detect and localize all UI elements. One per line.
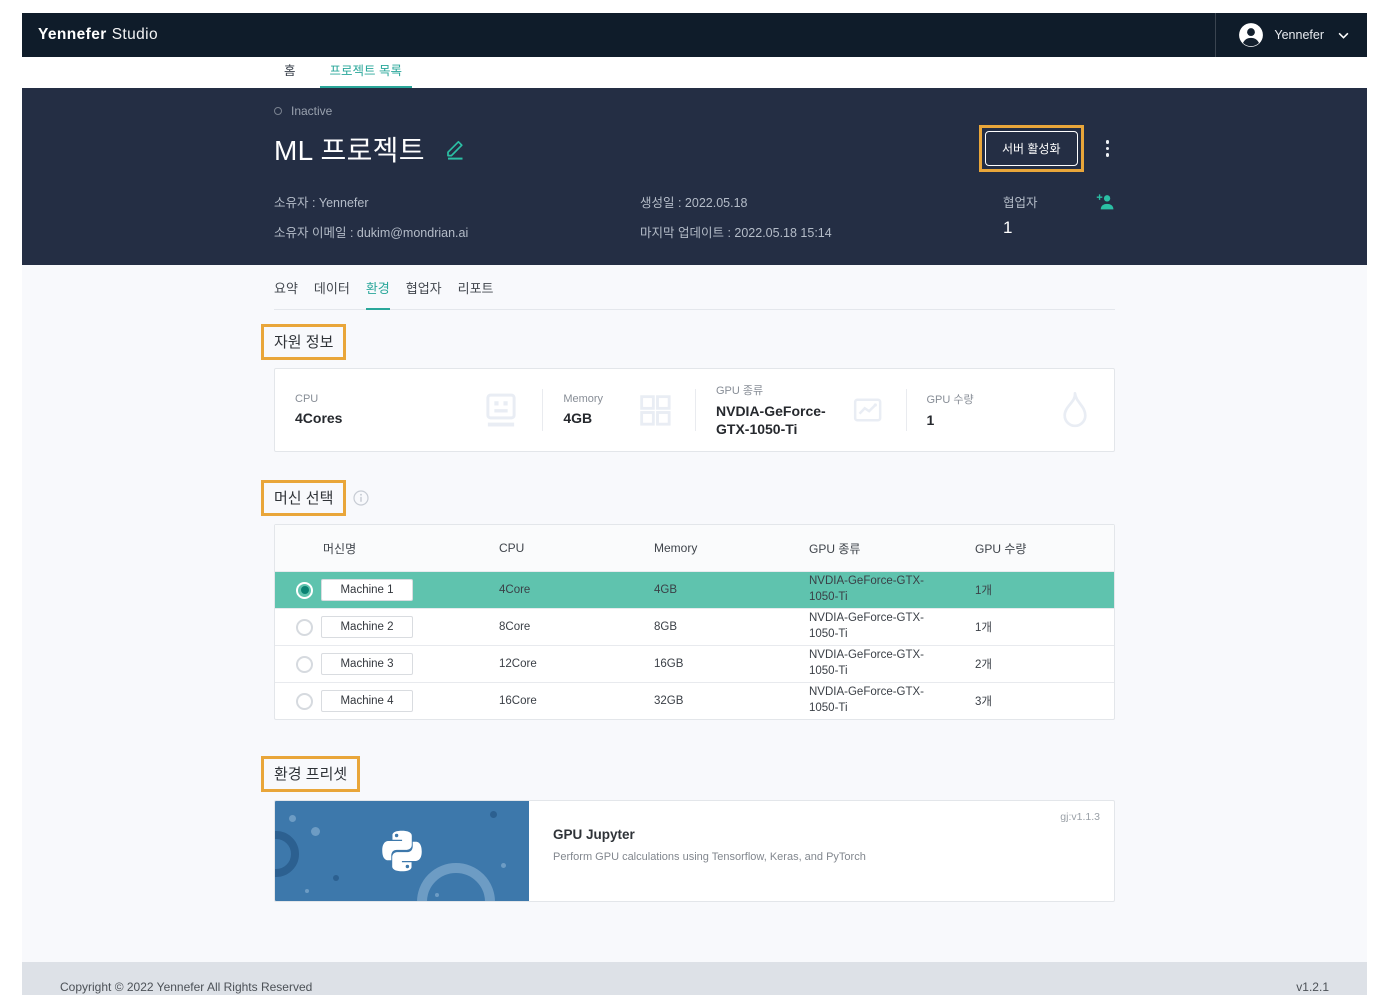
- add-collaborator-icon[interactable]: [1096, 193, 1115, 210]
- created-date-line: 생성일 : 2022.05.18: [640, 196, 748, 210]
- machine-select-heading: 머신 선택: [274, 490, 334, 507]
- memory-label: Memory: [563, 392, 604, 405]
- machine-cpu: 12Core: [499, 658, 537, 670]
- cpu-label: CPU: [295, 392, 319, 405]
- machine-gpu: NVDIA-GeForce-GTX-1050-Ti: [809, 686, 925, 714]
- machine-row-2[interactable]: Machine 2 8Core 8GB NVDIA-GeForce-GTX-10…: [275, 608, 1114, 645]
- tab-collaborators[interactable]: 협업자: [405, 281, 442, 296]
- machine-radio[interactable]: [296, 692, 313, 710]
- tab-data[interactable]: 데이터: [313, 281, 350, 296]
- gpu-count-label: GPU 수량: [926, 393, 974, 406]
- machine-radio[interactable]: [296, 581, 313, 599]
- user-name: Yennefer: [1274, 28, 1324, 42]
- project-title: ML 프로젝트: [274, 134, 425, 166]
- activate-server-button[interactable]: 서버 활성화: [984, 131, 1078, 166]
- preset-description: Perform GPU calculations using Tensorflo…: [553, 851, 866, 863]
- resource-info-card: CPU 4Cores Memory 4GB: [274, 368, 1115, 452]
- python-logo-icon: [382, 830, 422, 872]
- project-hero: Inactive ML 프로젝트 서버 활성화 소유자 : Yennefer: [22, 88, 1367, 265]
- machine-gpu-count: 2개: [975, 659, 992, 671]
- chevron-down-icon: [1338, 32, 1349, 39]
- python-preset-image: [275, 801, 529, 901]
- machine-row-4[interactable]: Machine 4 16Core 32GB NVDIA-GeForce-GTX-…: [275, 682, 1114, 719]
- preset-card-gpu-jupyter[interactable]: gj:v1.1.3 GPU Jupyter Perform GPU calcul…: [274, 800, 1115, 902]
- top-nav: 홈 프로젝트 목록: [22, 57, 1367, 88]
- kebab-menu-icon[interactable]: [1100, 134, 1116, 163]
- owner-email-line: 소유자 이메일 : dukim@mondrian.ai: [274, 226, 469, 240]
- collaborators-label: 협업자: [1003, 196, 1038, 210]
- gpu-type-value: NVDIA-GeForce-GTX-1050-Ti: [716, 402, 826, 437]
- machine-gpu: NVDIA-GeForce-GTX-1050-Ti: [809, 612, 925, 640]
- machine-table: 머신명 CPU Memory GPU 종류 GPU 수량 Machine 1 4…: [274, 524, 1115, 720]
- machine-cpu: 16Core: [499, 695, 537, 707]
- preset-title: GPU Jupyter: [553, 827, 635, 842]
- machine-row-3[interactable]: Machine 3 12Core 16GB NVDIA-GeForce-GTX-…: [275, 645, 1114, 682]
- col-cpu: CPU: [499, 541, 525, 555]
- tab-report[interactable]: 리포트: [457, 281, 494, 296]
- col-gpu-type: GPU 종류: [809, 541, 861, 556]
- machine-radio[interactable]: [296, 618, 313, 636]
- annotation-box-machines: 머신 선택: [261, 480, 347, 516]
- nav-tab-project-list[interactable]: 프로젝트 목록: [319, 57, 412, 88]
- project-tabs: 요약 데이터 환경 협업자 리포트: [22, 265, 1367, 310]
- footer-version: v1.2.1: [1296, 980, 1329, 994]
- machine-gpu-count: 3개: [975, 696, 992, 708]
- annotation-box-activate: 서버 활성화: [978, 125, 1084, 172]
- resources-heading: 자원 정보: [274, 334, 334, 351]
- machine-gpu: NVDIA-GeForce-GTX-1050-Ti: [809, 649, 925, 677]
- tab-environment[interactable]: 환경: [365, 278, 390, 310]
- machine-gpu: NVDIA-GeForce-GTX-1050-Ti: [809, 575, 925, 603]
- machine-table-header: 머신명 CPU Memory GPU 종류 GPU 수량: [275, 525, 1114, 571]
- gpu-type-label: GPU 종류: [716, 384, 764, 397]
- nav-tab-home[interactable]: 홈: [284, 64, 296, 78]
- machine-name-chip[interactable]: Machine 4: [321, 690, 413, 712]
- main-content: 요약 데이터 환경 협업자 리포트 자원 정보 CPU 4Cores: [22, 265, 1367, 962]
- preset-heading: 환경 프리셋: [274, 766, 348, 783]
- top-bar: Yennefer Studio Yennefer: [22, 13, 1367, 57]
- memory-value: 4GB: [563, 409, 593, 426]
- app-logo[interactable]: Yennefer Studio: [38, 26, 158, 44]
- gpu-count-value: 1: [926, 411, 935, 428]
- collaborators-count: 1: [1003, 218, 1013, 237]
- machine-gpu-count: 1개: [975, 585, 992, 597]
- machine-memory: 32GB: [654, 695, 684, 707]
- machine-row-1[interactable]: Machine 1 4Core 4GB NVDIA-GeForce-GTX-10…: [275, 571, 1114, 608]
- memory-grid-icon: [640, 395, 671, 426]
- user-menu[interactable]: Yennefer: [1215, 13, 1367, 57]
- logo-secondary: Studio: [111, 26, 159, 43]
- status-dot-icon: [274, 107, 282, 115]
- machine-memory: 16GB: [654, 658, 684, 670]
- machine-name-chip[interactable]: Machine 2: [321, 616, 413, 638]
- machine-cpu: 4Core: [499, 584, 531, 596]
- footer-copyright: Copyright © 2022 Yennefer All Rights Res…: [60, 980, 313, 994]
- preset-version: gj:v1.1.3: [1060, 811, 1100, 823]
- flame-icon: [1063, 392, 1087, 428]
- col-memory: Memory: [654, 541, 698, 555]
- col-machine-name: 머신명: [323, 541, 357, 556]
- annotation-box-resources: 자원 정보: [261, 324, 347, 360]
- cpu-chip-icon: [486, 393, 516, 427]
- machine-memory: 8GB: [654, 621, 678, 633]
- annotation-box-presets: 환경 프리셋: [261, 756, 361, 792]
- machine-gpu-count: 1개: [975, 622, 992, 634]
- updated-date-line: 마지막 업데이트 : 2022.05.18 15:14: [640, 226, 832, 240]
- owner-line: 소유자 : Yennefer: [274, 196, 369, 210]
- col-gpu-count: GPU 수량: [975, 541, 1027, 556]
- footer: Copyright © 2022 Yennefer All Rights Res…: [22, 962, 1367, 995]
- machine-name-chip[interactable]: Machine 1: [321, 579, 413, 601]
- machine-cpu: 8Core: [499, 621, 531, 633]
- avatar: [1239, 23, 1264, 47]
- logo-primary: Yennefer: [38, 26, 107, 43]
- app-container: Yennefer Studio Yennefer 홈 프로젝트 목록 Inacti…: [22, 13, 1367, 995]
- trend-chart-icon: [854, 398, 882, 422]
- tab-summary[interactable]: 요약: [274, 281, 298, 296]
- cpu-value: 4Cores: [295, 409, 343, 426]
- status-text: Inactive: [291, 104, 333, 118]
- info-icon[interactable]: [353, 490, 369, 506]
- edit-title-icon[interactable]: [443, 137, 467, 161]
- project-status: Inactive: [274, 104, 1115, 118]
- machine-name-chip[interactable]: Machine 3: [321, 653, 413, 675]
- machine-memory: 4GB: [654, 584, 678, 596]
- machine-radio[interactable]: [296, 655, 313, 673]
